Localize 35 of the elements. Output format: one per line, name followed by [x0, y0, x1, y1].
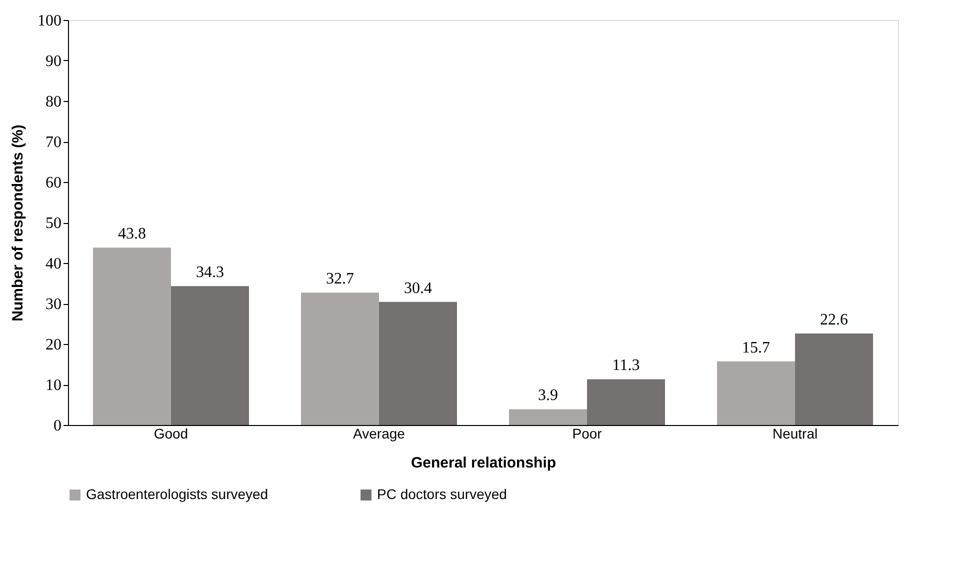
- x-tick-label: Poor: [572, 426, 602, 442]
- data-label: 22.6: [820, 311, 848, 328]
- data-label: 30.4: [404, 280, 432, 297]
- y-tick-label: 40: [46, 256, 62, 272]
- y-tick-label: 10: [46, 377, 62, 394]
- y-tick-label: 20: [46, 336, 62, 354]
- data-label: 3.9: [538, 387, 558, 404]
- bar: [378, 302, 457, 425]
- bar: [300, 292, 379, 425]
- bar: [509, 409, 588, 425]
- y-tick-label: 100: [38, 12, 62, 30]
- bar: [717, 361, 796, 425]
- bar: [795, 333, 874, 425]
- data-label: 11.3: [612, 357, 640, 374]
- y-tick-label: 30: [46, 296, 62, 313]
- y-tick-label: 80: [46, 94, 62, 110]
- x-tick-label: Average: [353, 426, 406, 442]
- y-tick-label: 0: [54, 418, 62, 434]
- y-tick-label: 70: [46, 134, 62, 151]
- data-label: 15.7: [742, 339, 770, 356]
- y-axis-title: Number of respondents (%): [10, 124, 26, 322]
- y-tick-label: 90: [46, 53, 62, 70]
- x-tick-label: Neutral: [772, 426, 818, 442]
- y-tick-label: 60: [46, 174, 62, 192]
- data-label: 43.8: [118, 226, 146, 243]
- bar: [92, 248, 171, 425]
- x-axis-title: General relationship: [410, 454, 556, 472]
- bar: [170, 286, 249, 425]
- legend-label: PC doctors surveyed: [377, 486, 507, 502]
- legend-label: Gastroenterologists surveyed: [86, 486, 268, 502]
- x-tick-label: Good: [154, 426, 188, 442]
- y-tick-label: 50: [46, 215, 62, 232]
- data-label: 34.3: [196, 264, 224, 282]
- bar: [587, 379, 666, 425]
- data-label: 32.7: [326, 270, 354, 288]
